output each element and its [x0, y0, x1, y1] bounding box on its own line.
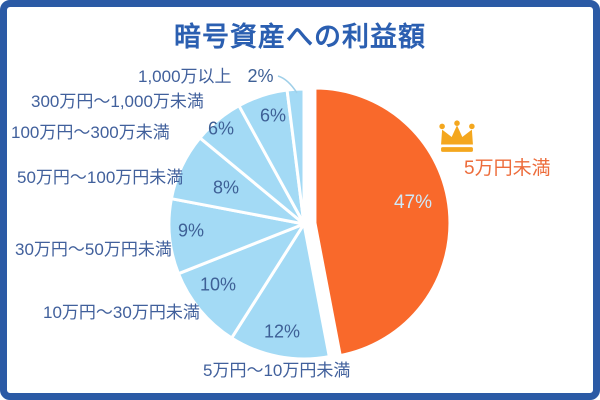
- chart-title: 暗号資産への利益額: [174, 22, 426, 52]
- slice-pct: 12%: [263, 321, 301, 342]
- slice-label: 100万円〜300万未満: [11, 123, 170, 142]
- slice-label: 5万円〜10万円未満: [203, 361, 351, 380]
- pie-slice: [230, 222, 331, 361]
- slice-label: 1,000万以上: [138, 66, 232, 86]
- slice-label: 300万円〜1,000万未満: [31, 92, 204, 111]
- slice-label-highlighted: 5万円未満: [464, 158, 551, 179]
- slice-pct: 8%: [212, 177, 240, 198]
- slice-pct: 47%: [393, 192, 433, 213]
- slice-pct: 9%: [177, 220, 205, 241]
- pie-chart: [167, 75, 452, 361]
- pie-slices: [167, 86, 452, 361]
- slice-label: 30万円〜50万円未満: [15, 240, 172, 259]
- slice-pct: 6%: [259, 105, 287, 126]
- crown-icon: [439, 120, 475, 152]
- pie-slice: [176, 222, 306, 340]
- pie-slice: [313, 86, 452, 358]
- slice-pct: 6%: [207, 118, 235, 139]
- slice-pct: 2%: [247, 66, 274, 86]
- slice-label: 50万円〜100万円未満: [17, 168, 184, 187]
- slice-label: 10万円〜30万円未満: [43, 303, 200, 322]
- leader-line-2pct: [277, 75, 298, 94]
- pie-slice: [285, 87, 306, 226]
- slice-pct: 10%: [199, 274, 237, 295]
- slice-label-row: 1,000万以上 2%: [138, 66, 274, 88]
